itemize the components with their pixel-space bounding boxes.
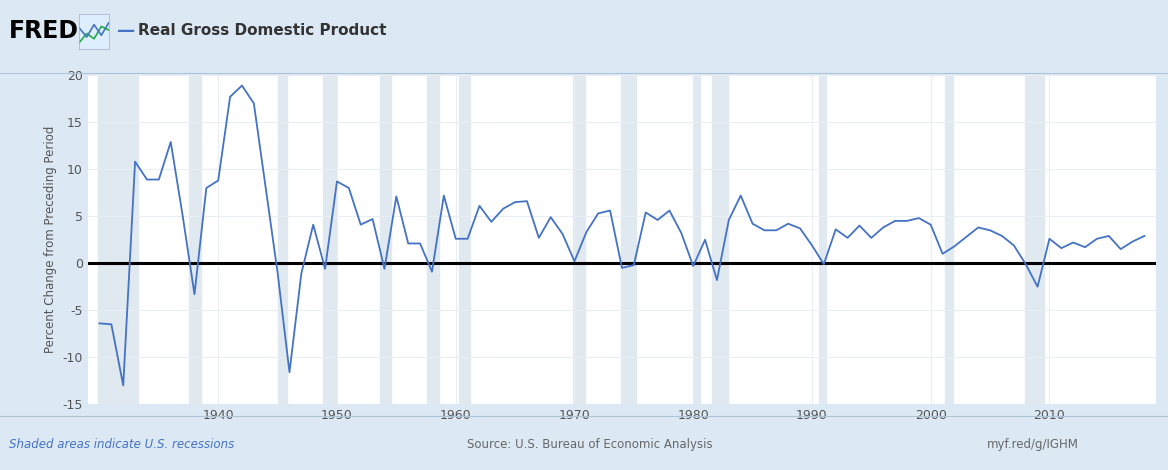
Bar — [945, 75, 953, 404]
Text: Real Gross Domestic Product: Real Gross Domestic Product — [138, 23, 387, 38]
Bar — [188, 75, 201, 404]
Bar — [712, 75, 728, 404]
Bar — [621, 75, 635, 404]
Bar — [380, 75, 391, 404]
Bar — [98, 75, 138, 404]
Text: —: — — [117, 22, 135, 39]
Bar — [324, 75, 336, 404]
Text: Shaded areas indicate U.S. recessions: Shaded areas indicate U.S. recessions — [9, 438, 235, 451]
Text: Source: U.S. Bureau of Economic Analysis: Source: U.S. Bureau of Economic Analysis — [467, 438, 712, 451]
Bar — [278, 75, 287, 404]
Bar — [573, 75, 585, 404]
Bar — [694, 75, 700, 404]
Bar — [1024, 75, 1043, 404]
Text: myf.red/g/IGHM: myf.red/g/IGHM — [987, 438, 1079, 451]
Bar — [459, 75, 470, 404]
Text: FRED: FRED — [9, 18, 79, 43]
Bar — [427, 75, 439, 404]
Y-axis label: Percent Change from Preceding Period: Percent Change from Preceding Period — [44, 126, 57, 353]
Bar — [819, 75, 826, 404]
